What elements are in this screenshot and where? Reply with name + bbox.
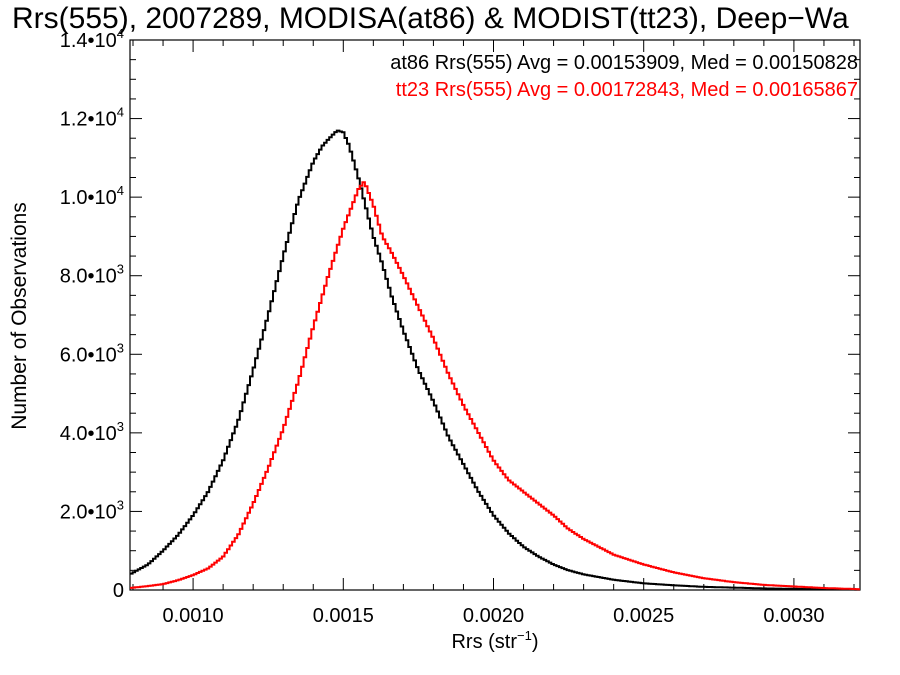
x-tick-label: 0.0025 — [613, 605, 674, 627]
y-tick-label: 0 — [113, 580, 124, 602]
legend-entry-at86: at86 Rrs(555) Avg = 0.00153909, Med = 0.… — [390, 52, 858, 74]
y-tick-label: 1.0•104 — [60, 183, 124, 209]
legend-entry-tt23: tt23 Rrs(555) Avg = 0.00172843, Med = 0.… — [396, 79, 858, 101]
x-tick-label: 0.0030 — [763, 605, 824, 627]
y-tick-label: 1.2•104 — [60, 105, 124, 131]
y-tick-label: 4.0•103 — [60, 419, 124, 445]
series-layer — [130, 129, 860, 591]
plot-border — [129, 39, 861, 591]
series-line-tt23 — [130, 181, 860, 591]
y-axis-label: Number of Observations — [8, 202, 31, 430]
y-tick-labels: 0 2.0•103 4.0•103 6.0•103 8.0•103 1.0•104 1.2•… — [60, 26, 124, 602]
series-line-at86 — [130, 129, 860, 591]
x-tick-labels: 0.0010 0.0015 0.0020 0.0025 0.0030 — [163, 605, 825, 627]
chart-title: Rrs(555), 2007289, MODISA(at86) & MODIST… — [12, 2, 849, 35]
y-tick-label: 1.4•104 — [60, 26, 124, 52]
x-tick-label: 0.0015 — [313, 605, 374, 627]
x-axis-label: Rrs (str−1) — [451, 628, 538, 653]
y-tick-label: 2.0•103 — [60, 497, 124, 523]
y-tick-label: 8.0•103 — [60, 262, 124, 288]
x-tick-label: 0.0020 — [463, 605, 524, 627]
plot-frame — [129, 39, 861, 591]
y-tick-label: 6.0•103 — [60, 340, 124, 366]
axis-ticks — [130, 39, 860, 591]
x-tick-label: 0.0010 — [163, 605, 224, 627]
